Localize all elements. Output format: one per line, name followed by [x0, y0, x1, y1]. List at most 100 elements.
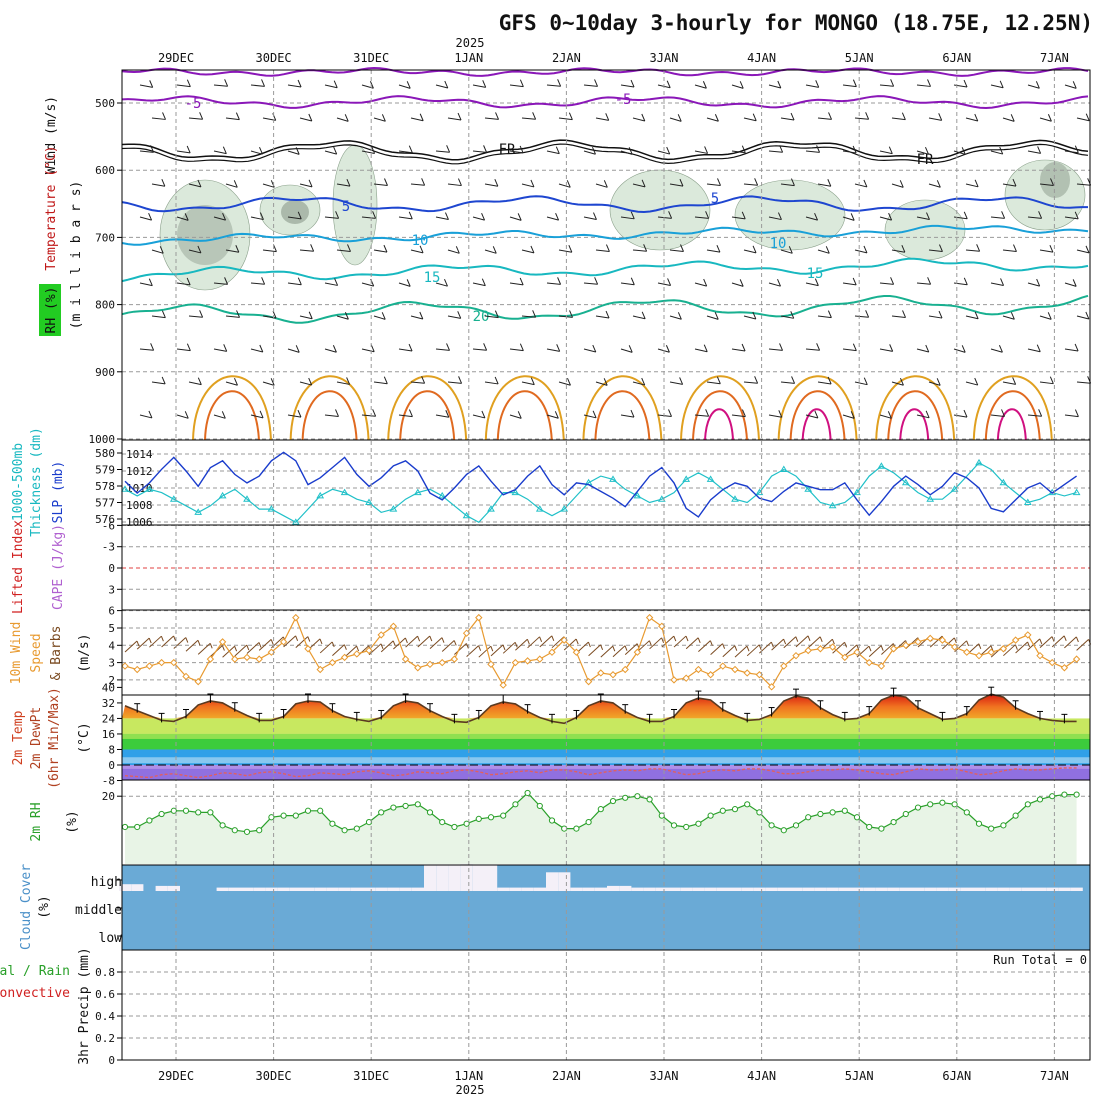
thickness-point — [487, 505, 495, 512]
wind10-barb — [770, 641, 774, 648]
wind10-barb — [734, 645, 738, 651]
wind-barb — [455, 246, 460, 254]
wind-barb — [151, 315, 166, 319]
wind-barb — [509, 84, 524, 88]
cloud-high-gap — [350, 887, 363, 891]
thickness-point — [560, 505, 569, 512]
wind-barb — [852, 145, 857, 154]
wind-barb — [865, 310, 870, 318]
slp-line — [124, 451, 1078, 518]
wind-barb — [1039, 381, 1054, 385]
slp-tick: 1006 — [126, 516, 153, 529]
wind10-barb — [258, 642, 262, 648]
wind10-point — [279, 638, 288, 646]
thickness-point — [926, 495, 935, 502]
wind-barb — [188, 249, 202, 254]
wind-barb — [186, 343, 191, 351]
wind-barb — [532, 310, 537, 318]
wind-barb — [815, 80, 820, 88]
wind10-barb — [149, 635, 162, 648]
wind-barb — [1074, 409, 1079, 417]
wind10-barb — [161, 635, 174, 648]
li-tick: 3 — [108, 583, 115, 596]
cloud-high-gap — [777, 887, 790, 891]
wind-barb — [780, 183, 795, 187]
wind10-barb — [648, 640, 652, 646]
wind10-barb — [502, 641, 516, 654]
rh2m-point — [1000, 822, 1007, 829]
wind10-barb — [441, 640, 455, 652]
wind-barb — [1001, 409, 1005, 417]
cloud-high-gap — [973, 887, 986, 891]
wind10-barb — [880, 645, 884, 651]
wind-barb — [517, 411, 522, 419]
wind10-barb — [587, 641, 591, 648]
wind-barb — [558, 249, 572, 253]
wind10-point — [999, 645, 1008, 653]
wind-barb — [703, 344, 708, 352]
wind10-barb — [356, 645, 360, 652]
isotherm-25-loop — [387, 375, 468, 441]
cloud-high-gap — [1046, 887, 1059, 891]
date-label-top: 6JAN — [942, 51, 971, 65]
wind-barb — [816, 343, 821, 351]
wind-barb — [324, 150, 337, 155]
wind-barb — [1076, 117, 1090, 122]
wind-barb — [1050, 178, 1054, 186]
cloud-high-gap — [631, 887, 644, 891]
cloud-high-gap — [765, 887, 778, 891]
cloud-high-gap — [607, 885, 620, 891]
rh2m-point — [585, 819, 592, 826]
wind10-barb — [343, 644, 347, 650]
wind10-barb — [966, 640, 970, 647]
wind10-barb — [222, 645, 235, 658]
wind10-barb — [526, 639, 530, 645]
wind-barb — [777, 278, 781, 287]
wind-barb — [754, 376, 759, 384]
wind-barb — [741, 211, 746, 220]
wind10-barb — [197, 640, 201, 646]
cloud-high-gap — [155, 885, 168, 891]
wind-barb — [509, 150, 524, 154]
wind-barb — [444, 80, 449, 89]
cloud-high-gap — [582, 887, 595, 891]
cloud-high-gap — [668, 887, 681, 891]
cloud-high-gap — [790, 887, 803, 891]
wind-barb — [344, 312, 349, 320]
wind-barb — [406, 279, 411, 287]
wind-barb — [953, 414, 968, 418]
wind-barb — [805, 348, 820, 351]
wind-barb — [990, 84, 1004, 89]
wind10-barb — [319, 641, 333, 654]
wind-barb — [780, 249, 793, 254]
rh2m-point — [512, 801, 519, 808]
wind10-barb — [868, 645, 882, 658]
wind-barb — [583, 84, 598, 87]
wind-barb — [739, 81, 744, 89]
wind-barb — [398, 282, 411, 287]
wind-barb — [546, 348, 560, 352]
wind-barb — [777, 212, 782, 220]
wind-barb — [556, 344, 561, 352]
wind-barb — [1074, 211, 1079, 220]
wind10-barb — [283, 635, 296, 648]
rh2m-point — [878, 825, 885, 832]
isotherm-35-loop — [899, 408, 930, 441]
wind-barb — [953, 150, 966, 155]
rh2m-point — [487, 814, 495, 821]
rh2m-point — [182, 807, 190, 814]
wind10-point — [182, 672, 190, 681]
wind-barb — [250, 348, 263, 353]
cloud-high-gap — [521, 887, 534, 891]
wind-barb — [641, 113, 646, 122]
wind10-barb — [734, 645, 748, 658]
wind-barb — [361, 282, 374, 287]
date-label-bottom: 2JAN — [552, 1069, 581, 1083]
wind10-point — [145, 662, 154, 670]
wind10-tick: 4 — [108, 639, 115, 652]
isotherm-30-loop — [984, 390, 1041, 441]
wind-barb — [938, 244, 943, 252]
wind-barb — [790, 112, 795, 121]
wind-barb — [1039, 315, 1052, 320]
wind-barb — [963, 409, 968, 418]
